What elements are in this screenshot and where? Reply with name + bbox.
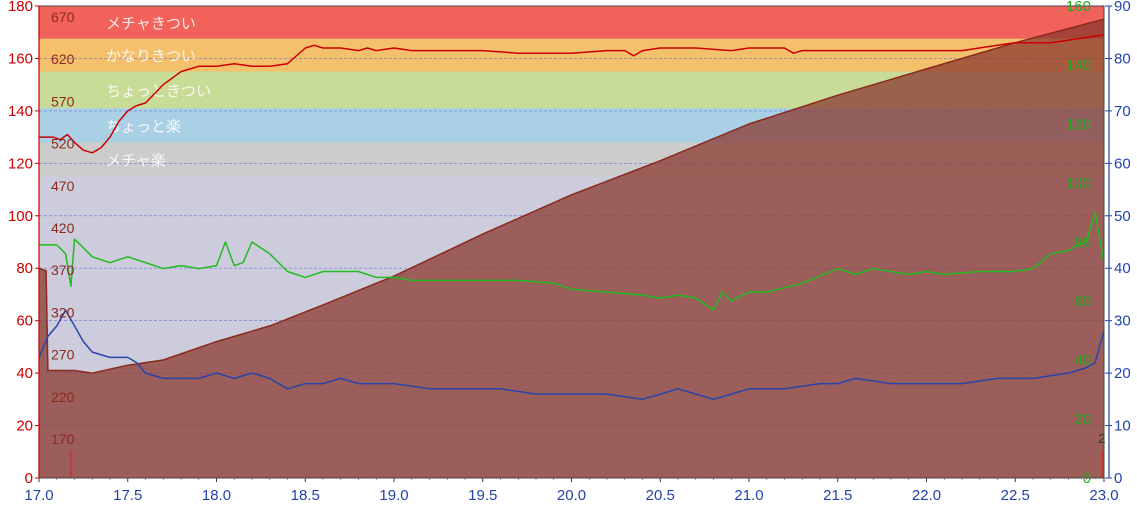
right-blue-tick-label: 0 [1114,470,1122,487]
x-axis-tick-label: 20.0 [557,487,586,504]
inner-axis-tick-label: 620 [51,51,75,67]
x-axis-tick-label: 17.5 [113,487,142,504]
axes: 0204060801001201401601801702202703203704… [8,0,1131,504]
zone-band [39,6,1104,39]
left-axis-tick-label: 60 [16,313,33,330]
x-axis-tick-label: 22.0 [912,487,941,504]
right-green-tick-label: 120 [1066,116,1091,133]
inner-axis-tick-label: 570 [51,93,75,109]
zone-label: メチャきつい [106,15,196,32]
left-axis-tick-label: 20 [16,418,33,435]
inner-axis-tick-label: 370 [51,262,75,278]
series-line [39,211,1105,311]
right-green-tick-label: 20 [1074,411,1091,428]
right-blue-tick-label: 70 [1114,103,1131,120]
right-blue-tick-label: 40 [1114,260,1131,277]
inner-axis-tick-label: 470 [51,178,75,194]
zone-label: メチャ楽 [106,152,166,169]
right-green-tick-label: 140 [1066,57,1091,74]
right-blue-tick-label: 50 [1114,208,1131,225]
x-axis-tick-label: 22.5 [1001,487,1030,504]
series-area-line [38,18,1105,374]
x-axis-tick-label: 21.0 [734,487,763,504]
inner-axis-tick-label: 320 [51,304,75,320]
right-blue-tick-label: 90 [1114,0,1131,15]
series-line [39,34,1105,154]
left-axis-tick-label: 40 [16,365,33,382]
right-blue-tick-label: 20 [1114,365,1131,382]
left-axis-tick-label: 140 [8,103,33,120]
x-axis-tick-label: 21.5 [823,487,852,504]
right-green-tick-label: 80 [1074,234,1091,251]
inner-axis-tick-label: 270 [51,347,75,363]
left-axis-tick-label: 100 [8,208,33,225]
inner-axis-tick-label: 170 [51,431,75,447]
series-area-fill [39,19,1104,478]
inner-axis-tick-label: 420 [51,220,75,236]
x-axis-tick-label: 17.0 [24,487,53,504]
right-green-tick-label: 0 [1083,470,1091,487]
marker-label: 2 [1098,431,1105,446]
right-blue-tick-label: 30 [1114,313,1131,330]
right-blue-tick-label: 80 [1114,50,1131,67]
right-green-tick-label: 40 [1074,352,1091,369]
x-axis-tick-label: 19.0 [379,487,408,504]
x-axis-tick-label: 18.0 [202,487,231,504]
left-axis-tick-label: 180 [8,0,33,15]
inner-axis-tick-label: 220 [51,389,75,405]
x-axis-tick-label: 19.5 [468,487,497,504]
right-green-tick-label: 60 [1074,293,1091,310]
x-axis-tick-label: 18.5 [291,487,320,504]
series-line [38,309,1105,401]
inner-axis-tick-label: 670 [51,9,75,25]
x-axis-tick-label: 23.0 [1089,487,1118,504]
right-blue-tick-label: 60 [1114,155,1131,172]
inner-axis-tick-label: 520 [51,136,75,152]
zone-label: ちょっときつい [106,83,211,100]
zone-label: かなりきつい [106,48,196,65]
right-green-tick-label: 160 [1066,0,1091,15]
zone-label: ちょっと楽 [106,118,181,135]
left-axis-tick-label: 160 [8,50,33,67]
left-axis-tick-label: 80 [16,260,33,277]
x-axis-tick-label: 20.5 [646,487,675,504]
left-axis-tick-label: 120 [8,155,33,172]
left-axis-tick-label: 0 [25,470,33,487]
right-blue-tick-label: 10 [1114,418,1131,435]
right-green-tick-label: 100 [1066,175,1091,192]
